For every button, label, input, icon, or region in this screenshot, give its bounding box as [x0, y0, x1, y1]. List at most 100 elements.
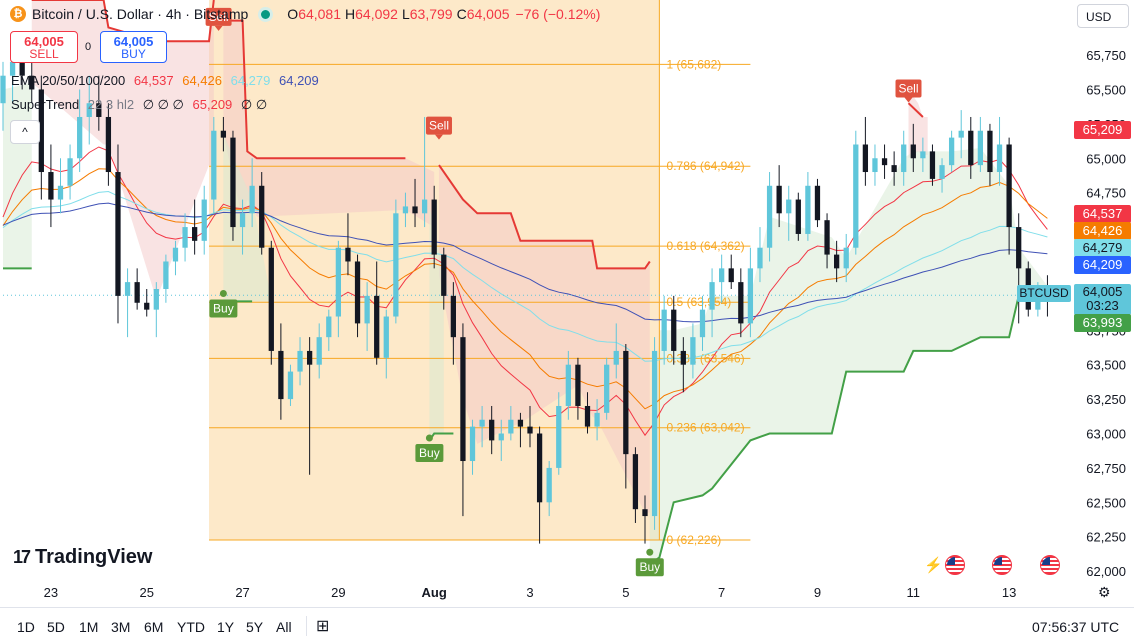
us-flag-event-icon[interactable]: [945, 555, 965, 575]
us-flag-event-icon[interactable]: [992, 555, 1012, 575]
candle: [230, 130, 236, 241]
candle-body: [306, 350, 313, 365]
gear-icon[interactable]: ⚙: [1098, 584, 1111, 600]
signal-dot: [219, 290, 227, 298]
candle: [862, 116, 869, 186]
candle-body: [211, 130, 217, 200]
fib-level-label: 1 (65,682): [667, 57, 722, 71]
candle-body: [939, 165, 945, 179]
candle: [153, 282, 159, 338]
candle: [182, 213, 188, 262]
candle-body: [594, 412, 600, 427]
calendar-icon[interactable]: ⊞: [316, 618, 330, 635]
candle-body: [172, 247, 179, 262]
supertrend-legend[interactable]: SuperTrend 22 3 hl2 ∅ ∅ ∅ 65,209 ∅ ∅: [11, 97, 272, 113]
range-ytd[interactable]: YTD: [177, 619, 205, 635]
candle: [920, 137, 926, 173]
signal-badge: [209, 299, 238, 318]
signal-buy: Buy: [415, 434, 444, 463]
x-tick-label: 23: [44, 585, 58, 600]
range-1d[interactable]: 1D: [17, 619, 35, 635]
candle: [719, 254, 725, 303]
range-1m[interactable]: 1M: [79, 619, 99, 635]
candle: [709, 268, 715, 338]
range-5d[interactable]: 5D: [47, 619, 65, 635]
candle-body: [853, 144, 859, 248]
candle: [776, 165, 782, 228]
candle-body: [239, 213, 246, 228]
x-tick-label: 25: [139, 585, 153, 600]
range-all[interactable]: All: [276, 619, 292, 635]
fib-level-label: 0.5 (63,954): [667, 295, 732, 309]
ema100-value: 64,279: [230, 73, 271, 88]
y-tick-label: 63,250: [1086, 392, 1126, 407]
sell-price: 64,005: [24, 34, 64, 49]
candle: [987, 123, 993, 186]
ema-legend[interactable]: EMA 20/50/100/200 64,537 64,426 64,279 6…: [11, 73, 324, 88]
candle: [766, 172, 773, 262]
currency-button[interactable]: USD: [1077, 4, 1129, 28]
candle: [575, 357, 581, 420]
signal-pointer: [214, 25, 223, 31]
candle-body: [278, 350, 284, 400]
candle: [402, 192, 409, 228]
candle-body: [0, 75, 6, 104]
supertrend-tail: ∅ ∅: [240, 97, 268, 112]
candle-body: [565, 364, 571, 406]
range-3m[interactable]: 3M: [111, 619, 131, 635]
us-flag-event-icon[interactable]: [1040, 555, 1060, 575]
range-5y[interactable]: 5Y: [246, 619, 264, 635]
candle: [489, 405, 495, 455]
fib-level-label: 0.236 (63,042): [667, 421, 745, 435]
buy-button[interactable]: 64,005 BUY: [100, 31, 167, 63]
candle: [287, 364, 294, 406]
candle-body: [786, 199, 792, 214]
candle: [690, 323, 696, 379]
candle: [632, 447, 639, 523]
candle-body: [536, 433, 543, 503]
candle: [613, 323, 619, 379]
signal-label: Buy: [639, 560, 660, 574]
candle: [757, 227, 763, 283]
signal-buy: Buy: [209, 290, 238, 318]
sell-button[interactable]: 64,005 SELL: [10, 31, 78, 63]
candle: [0, 61, 6, 131]
candle-body: [517, 419, 524, 427]
x-tick-label: 9: [814, 585, 821, 600]
candle-body: [920, 151, 926, 159]
candle: [105, 103, 112, 186]
candle-body: [834, 254, 840, 269]
candle-body: [38, 89, 44, 173]
candle-body: [968, 130, 974, 166]
candle: [383, 309, 389, 379]
candle: [805, 172, 811, 241]
supertrend-up-fill: [429, 206, 454, 441]
candle-body: [96, 103, 102, 117]
range-1y[interactable]: 1Y: [217, 619, 235, 635]
candle: [441, 247, 447, 310]
range-6m[interactable]: 6M: [144, 619, 164, 635]
candle: [929, 144, 936, 186]
candle-body: [182, 227, 188, 248]
tradingview-logo[interactable]: 17 TradingView: [13, 546, 152, 569]
lightning-event-icon[interactable]: ⚡: [924, 557, 943, 574]
ema20-line: [2, 146, 1048, 437]
x-tick-label: 27: [235, 585, 249, 600]
candle: [77, 89, 83, 173]
fib-level-label: 0.618 (64,362): [667, 239, 745, 253]
symbol-title[interactable]: Bitcoin / U.S. Dollar · 4h · Bitstamp: [32, 6, 249, 22]
candle: [469, 419, 476, 475]
candle-body: [67, 158, 73, 186]
candle-body: [690, 337, 696, 365]
candle: [728, 254, 734, 289]
candle: [699, 295, 706, 351]
collapse-legend-button[interactable]: ^: [10, 120, 40, 144]
y-tick-label: 65,500: [1086, 82, 1126, 97]
candle: [968, 116, 974, 179]
candle-body: [326, 316, 332, 338]
price-chart[interactable]: 1 (65,682) 0.786 (64,942) 0.618 (64,362) 0.…: [0, 0, 1134, 607]
candle: [1016, 213, 1022, 324]
y-tick-label: 65,750: [1086, 48, 1126, 63]
utc-clock[interactable]: 07:56:37 UTC: [1032, 619, 1120, 635]
candle: [460, 323, 466, 517]
